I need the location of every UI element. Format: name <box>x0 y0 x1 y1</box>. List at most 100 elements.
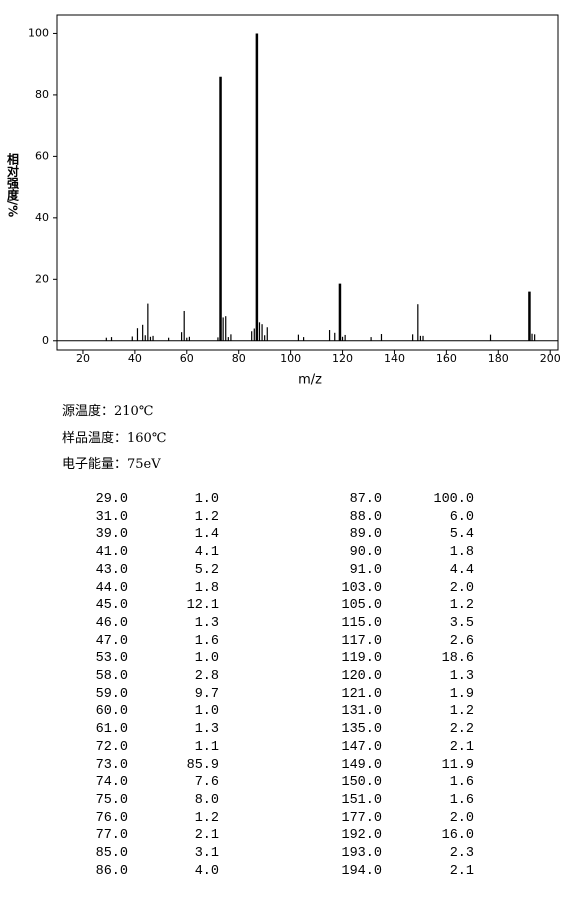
table-cell: 115.0 <box>341 615 382 631</box>
table-cell: 121.0 <box>341 686 382 702</box>
table-cell: 192.0 <box>341 828 382 844</box>
table-cell: 2.1 <box>449 739 474 755</box>
table-cell: 1.0 <box>194 651 219 667</box>
x-tick-label: 20 <box>76 352 90 365</box>
table-cell: 1.1 <box>194 739 219 755</box>
table-cell: 2.0 <box>449 810 474 826</box>
table-cell: 85.0 <box>95 846 128 861</box>
table-cell: 89.0 <box>349 527 382 543</box>
table-cell: 2.8 <box>194 669 219 684</box>
table-cell: 2.1 <box>194 828 219 844</box>
table-cell: 88.0 <box>349 509 382 525</box>
table-cell: 1.3 <box>194 615 219 631</box>
y-axis-label: 相对强度/% <box>6 151 20 217</box>
table-cell: 85.9 <box>186 757 219 773</box>
table-cell: 9.7 <box>194 686 219 702</box>
table-cell: 4.4 <box>449 562 474 578</box>
x-axis-label: m/z <box>298 373 322 388</box>
table-cell: 193.0 <box>341 846 382 861</box>
y-tick-label: 100 <box>28 26 49 39</box>
table-cell: 29.0 <box>95 492 128 507</box>
table-cell: 8.0 <box>194 792 219 808</box>
table-cell: 73.0 <box>95 757 128 773</box>
chart: m/z 相对强度/% 0 20 40 60 80 100 20 40 60 80 100 120 140… <box>6 14 561 388</box>
table-cell: 87.0 <box>349 492 382 507</box>
table-cell: 74.0 <box>95 775 128 791</box>
table-cell: 4.1 <box>194 545 219 561</box>
table-cell: 117.0 <box>341 633 382 649</box>
table-cell: 1.2 <box>449 704 474 720</box>
table-cell: 1.8 <box>449 545 474 561</box>
info-line: 电子能量：75eV <box>62 457 161 472</box>
table-cell: 2.6 <box>449 633 474 649</box>
table-cell: 86.0 <box>95 863 128 879</box>
table-cell: 1.2 <box>194 509 219 525</box>
table-cell: 60.0 <box>95 704 128 720</box>
table-cell: 103.0 <box>341 580 382 596</box>
table-cell: 45.0 <box>95 598 128 614</box>
info-line: 样品温度：160℃ <box>62 430 167 446</box>
table-cell: 11.9 <box>441 757 474 773</box>
table-cell: 131.0 <box>341 704 382 720</box>
table-cell: 53.0 <box>95 651 128 667</box>
table-cell: 90.0 <box>349 545 382 561</box>
table-cell: 7.6 <box>194 775 219 791</box>
x-tick-label: 120 <box>332 352 353 365</box>
table-cell: 149.0 <box>341 757 382 773</box>
table-cell: 135.0 <box>341 722 382 738</box>
table-cell: 61.0 <box>95 722 128 738</box>
table-cell: 1.6 <box>449 792 474 808</box>
x-tick-label: 140 <box>384 352 405 365</box>
table-cell: 147.0 <box>341 739 382 755</box>
table-cell: 39.0 <box>95 527 128 543</box>
table-cell: 58.0 <box>95 669 128 684</box>
table-cell: 105.0 <box>341 598 382 614</box>
table-cell: 3.1 <box>194 846 219 861</box>
table-cell: 1.0 <box>194 704 219 720</box>
x-tick-label: 160 <box>436 352 457 365</box>
table-cell: 43.0 <box>95 562 128 578</box>
table-cell: 3.5 <box>449 615 474 631</box>
table-cell: 18.6 <box>441 651 474 667</box>
table-cell: 1.8 <box>194 580 219 596</box>
table-cell: 151.0 <box>341 792 382 808</box>
table-cell: 6.0 <box>449 509 474 525</box>
y-tick-label: 60 <box>35 149 49 162</box>
table-cell: 100.0 <box>433 492 474 507</box>
table-cell: 1.6 <box>194 633 219 649</box>
x-tick-label: 100 <box>280 352 301 365</box>
y-tick-label: 0 <box>42 334 49 347</box>
table-cell: 77.0 <box>95 828 128 844</box>
plot-frame <box>56 14 559 351</box>
table-cell: 194.0 <box>341 863 382 879</box>
table-cell: 177.0 <box>341 810 382 826</box>
table-cell: 16.0 <box>441 828 474 844</box>
table-cell: 5.4 <box>449 527 474 543</box>
table-cell: 1.6 <box>449 775 474 791</box>
table-cell: 31.0 <box>95 509 128 525</box>
y-tick-label: 80 <box>35 88 49 101</box>
x-tick-label: 40 <box>128 352 142 365</box>
table-cell: 46.0 <box>95 615 128 631</box>
info-line: 源温度：210℃ <box>62 404 154 419</box>
table-cell: 2.2 <box>449 722 474 738</box>
table-cell: 5.2 <box>194 562 219 578</box>
x-tick-label: 80 <box>232 352 246 365</box>
x-tick-label: 60 <box>180 352 194 365</box>
table-cell: 1.2 <box>194 810 219 826</box>
table-cell: 12.1 <box>186 598 219 614</box>
table-cell: 91.0 <box>349 562 382 578</box>
x-tick-label: 180 <box>488 352 509 365</box>
table-cell: 150.0 <box>341 775 382 791</box>
table-cell: 47.0 <box>95 633 128 649</box>
table-cell: 1.2 <box>449 598 474 614</box>
y-tick-label: 20 <box>35 272 49 285</box>
table-cell: 1.9 <box>449 686 474 702</box>
x-tick-label: 200 <box>540 352 561 365</box>
table-cell: 2.0 <box>449 580 474 596</box>
y-tick-label: 40 <box>35 211 49 224</box>
table-cell: 2.3 <box>449 846 474 861</box>
table-cell: 2.1 <box>449 863 474 879</box>
table-cell: 4.0 <box>194 863 219 879</box>
